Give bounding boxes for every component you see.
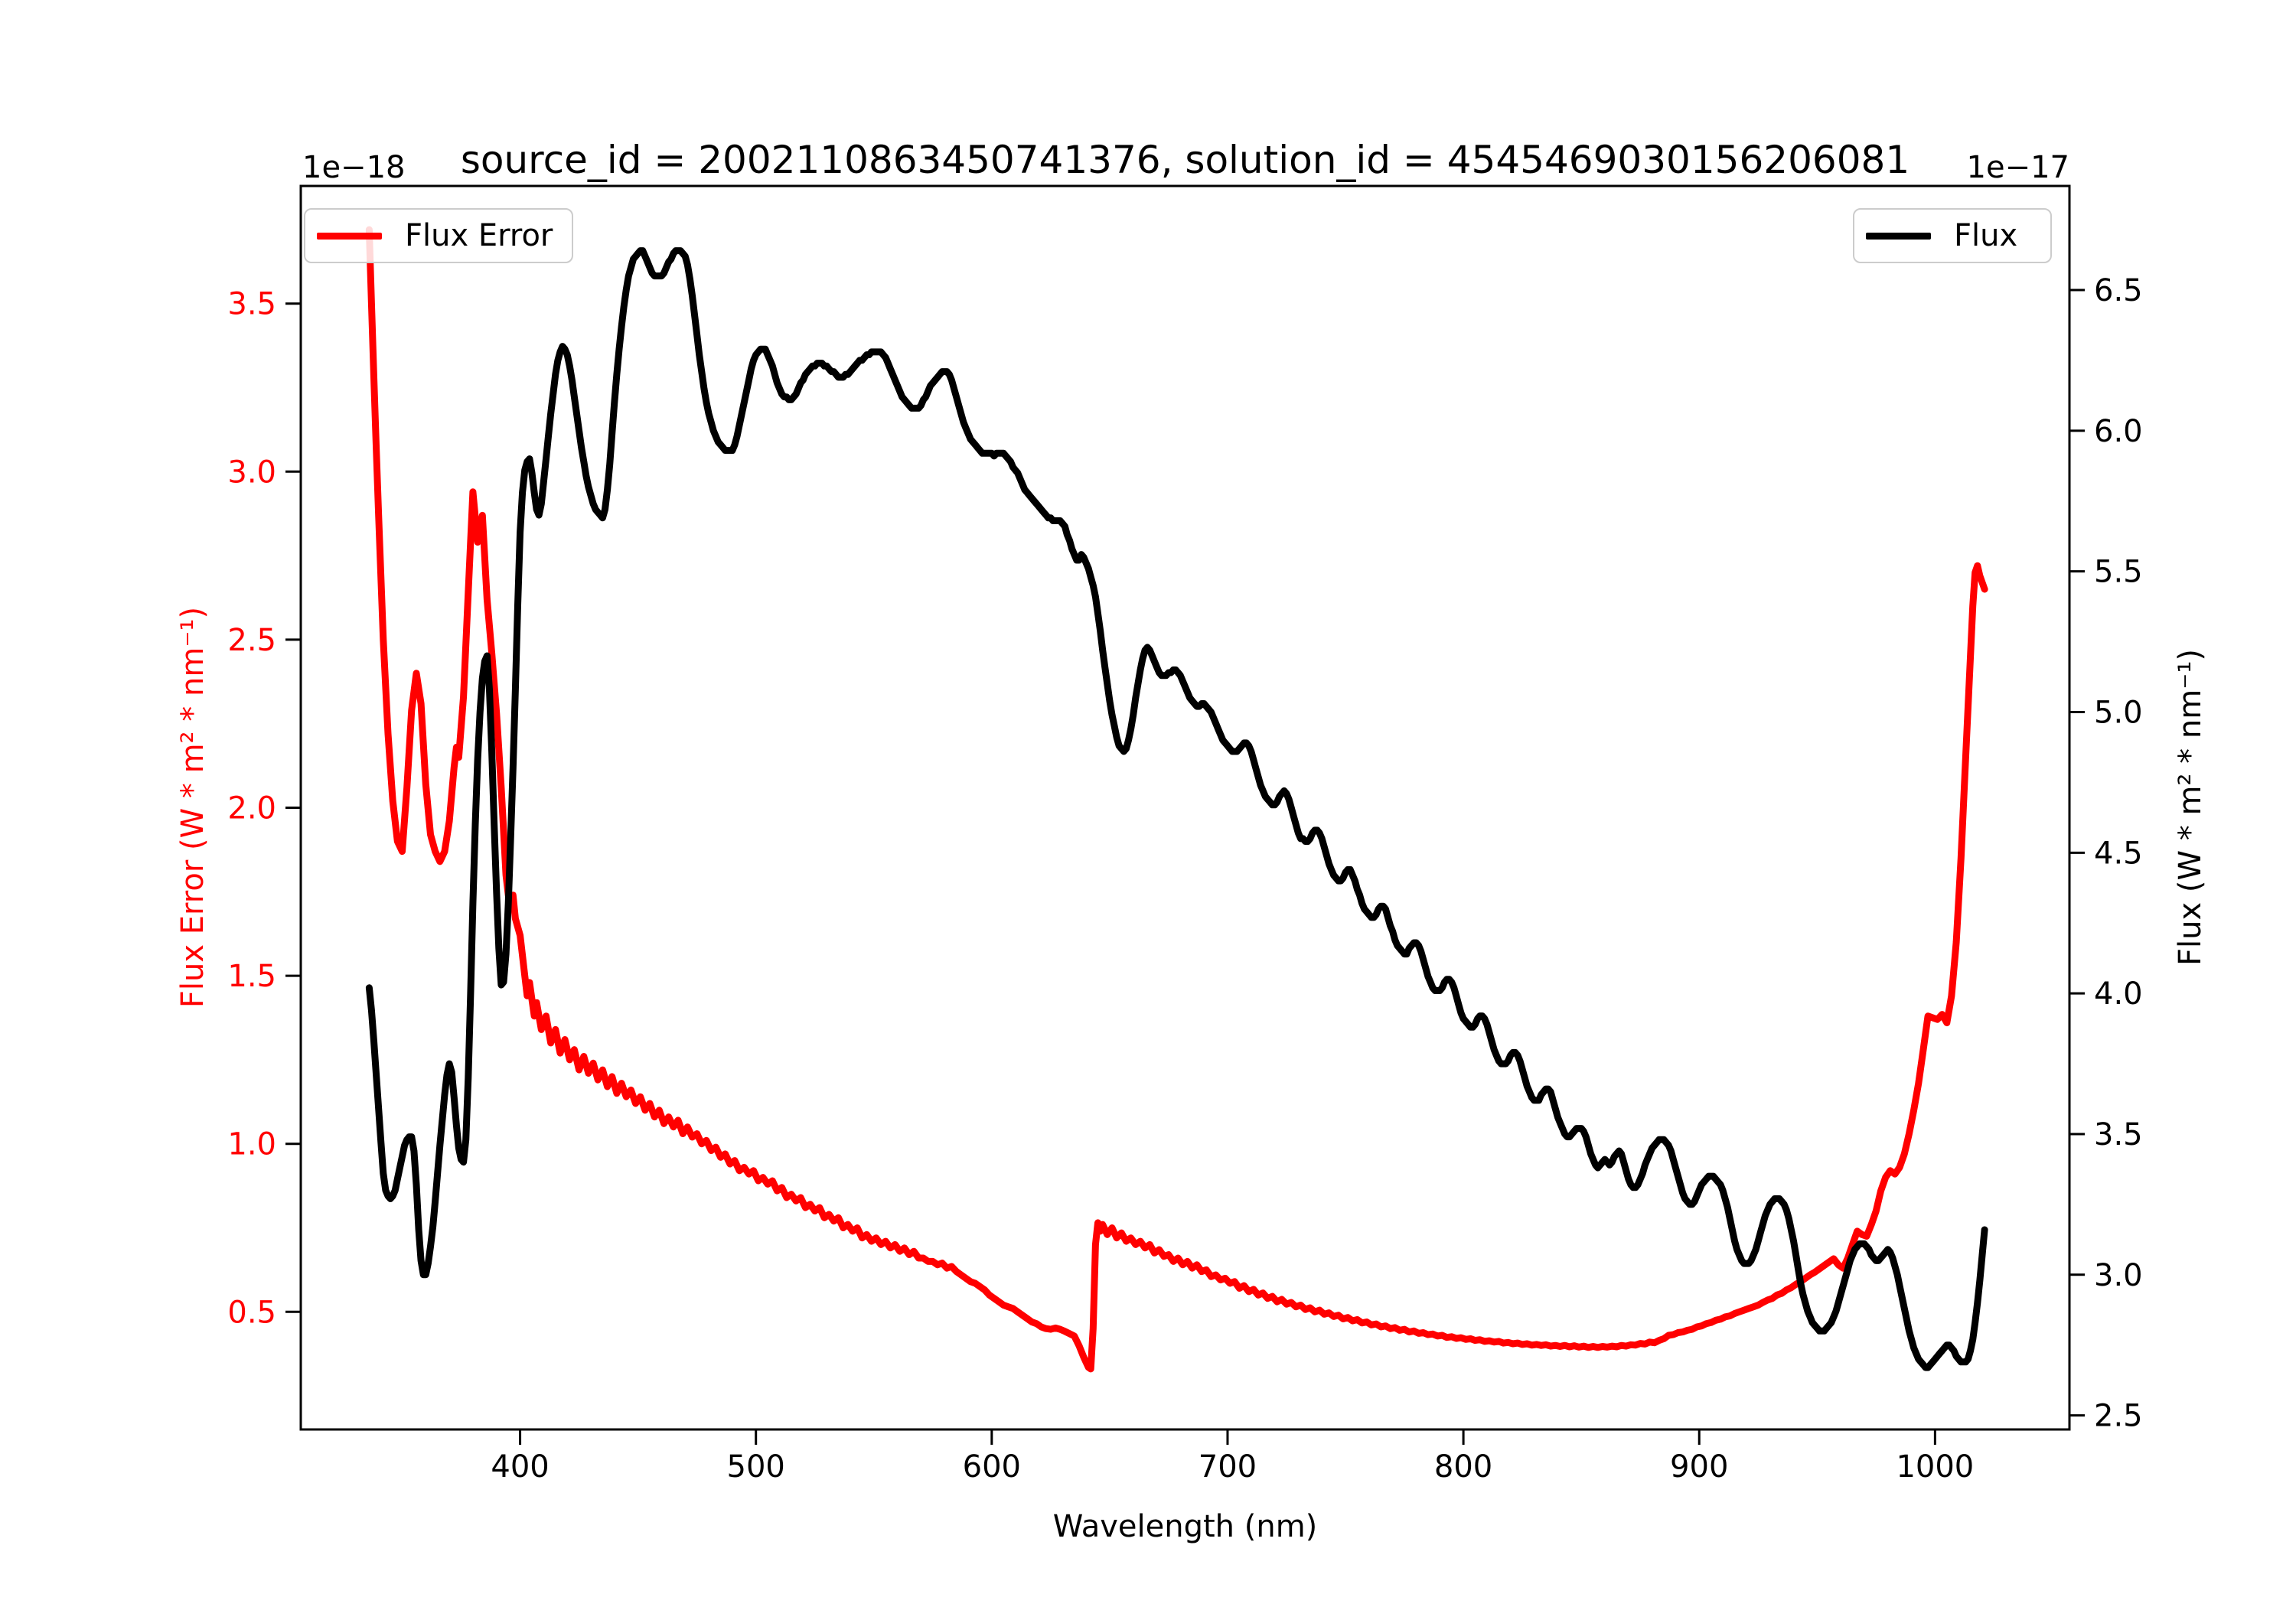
x-tick-label: 400 bbox=[491, 1449, 549, 1485]
x-tick-label: 1000 bbox=[1896, 1449, 1974, 1485]
y-left-tick-label: 0.5 bbox=[227, 1295, 276, 1330]
x-tick-label: 600 bbox=[963, 1449, 1021, 1485]
flux-error-line-sample bbox=[317, 232, 382, 240]
right-axis-offset-text: 1e−17 bbox=[1966, 150, 2069, 185]
y-left-tick-label: 3.0 bbox=[227, 455, 276, 490]
y-right-tick-label: 4.0 bbox=[2094, 976, 2143, 1012]
y-right-tick-label: 4.5 bbox=[2094, 836, 2143, 871]
flux-error-line bbox=[365, 226, 1988, 1373]
chart-title: source_id = 2002110863450741376, solutio… bbox=[460, 138, 1910, 182]
x-tick-label: 700 bbox=[1199, 1449, 1257, 1485]
y-left-tick-label: 2.5 bbox=[227, 623, 276, 658]
y-left-tick-label: 1.5 bbox=[227, 959, 276, 994]
left-axis-offset-text: 1e−18 bbox=[302, 150, 406, 185]
legend-flux-error: Flux Error bbox=[304, 208, 573, 263]
x-tick-label: 800 bbox=[1434, 1449, 1492, 1485]
right-y-axis-label: Flux (W * m² * nm⁻¹) bbox=[2173, 649, 2208, 966]
y-right-tick-label: 3.0 bbox=[2094, 1258, 2143, 1293]
legend-flux-label: Flux bbox=[1954, 218, 2018, 253]
x-tick-label: 500 bbox=[727, 1449, 785, 1485]
x-tick-label: 900 bbox=[1670, 1449, 1728, 1485]
plot-border bbox=[299, 184, 2071, 1431]
y-right-tick-label: 5.0 bbox=[2094, 696, 2143, 731]
y-left-tick-label: 2.0 bbox=[227, 791, 276, 826]
left-y-axis-label: Flux Error (W * m² * nm⁻¹) bbox=[175, 606, 210, 1009]
x-axis-label: Wavelength (nm) bbox=[1052, 1509, 1318, 1544]
legend-flux: Flux bbox=[1853, 208, 2052, 263]
y-right-tick-label: 6.0 bbox=[2094, 414, 2143, 449]
y-left-tick-label: 3.5 bbox=[227, 287, 276, 322]
y-right-tick-label: 5.5 bbox=[2094, 555, 2143, 590]
flux-line bbox=[365, 247, 1988, 1371]
flux-line-sample bbox=[1866, 232, 1931, 240]
y-right-tick-label: 6.5 bbox=[2094, 273, 2143, 308]
legend-flux-error-label: Flux Error bbox=[405, 218, 553, 253]
y-right-tick-label: 2.5 bbox=[2094, 1399, 2143, 1434]
y-left-tick-label: 1.0 bbox=[227, 1127, 276, 1162]
y-right-tick-label: 3.5 bbox=[2094, 1117, 2143, 1152]
